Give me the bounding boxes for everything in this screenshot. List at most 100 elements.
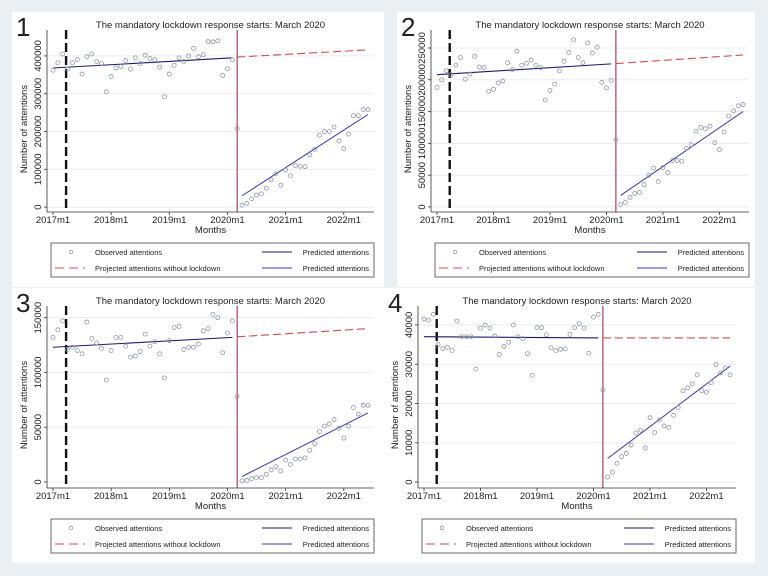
- y-tick-label: 300000: [33, 78, 44, 110]
- y-tick-label: 150000: [33, 302, 44, 334]
- observed-point: [74, 57, 80, 63]
- observed-point: [581, 325, 587, 331]
- observed-point: [84, 319, 90, 325]
- y-tick-label: 200000: [417, 64, 428, 96]
- observed-point: [142, 331, 148, 337]
- observed-point: [594, 44, 600, 50]
- observed-point: [589, 50, 595, 56]
- observed-point: [336, 138, 342, 144]
- observed-point: [613, 137, 619, 142]
- observed-point: [292, 163, 298, 168]
- observed-point: [137, 349, 143, 355]
- observed-point: [191, 344, 196, 350]
- observed-point: [147, 56, 153, 61]
- chart-svg: 3 The mandatory lockdown response starts:…: [16, 288, 375, 554]
- x-tick-label: 2021m1: [268, 215, 302, 226]
- observed-point: [346, 423, 352, 429]
- observed-point: [445, 344, 450, 350]
- observed-point: [553, 348, 559, 353]
- observed-point: [506, 339, 512, 345]
- observed-point: [472, 53, 478, 59]
- projected-line: [237, 328, 369, 338]
- legend-observed-label: Observed attentions: [466, 524, 533, 533]
- observed-point: [128, 354, 133, 360]
- observed-point: [278, 468, 284, 474]
- observed-point: [292, 456, 298, 462]
- observed-point: [491, 86, 496, 92]
- observed-point: [341, 146, 347, 151]
- observed-point: [496, 352, 502, 357]
- observed-point: [609, 469, 615, 475]
- y-tick-label: 200000: [33, 116, 44, 148]
- observed-point: [591, 314, 596, 320]
- legend-predicted-pre-label: Predicted attentions: [303, 248, 370, 257]
- chart-title: The mandatory lockdown response starts: …: [475, 20, 704, 31]
- observed-point: [307, 447, 313, 453]
- observed-point: [651, 165, 656, 171]
- observed-point: [132, 353, 138, 359]
- observed-point: [679, 158, 685, 164]
- observed-point: [454, 318, 460, 324]
- observed-point: [317, 132, 322, 138]
- observed-point: [147, 343, 153, 349]
- observed-point: [225, 66, 230, 72]
- observed-point: [519, 62, 525, 68]
- chart-title: The mandatory lockdown response starts: …: [96, 296, 325, 307]
- x-tick-label: 2020m1: [576, 491, 610, 502]
- x-axis-label: Months: [195, 501, 226, 512]
- observed-point: [195, 54, 201, 60]
- observed-point: [735, 103, 741, 109]
- legend-projected-label: Projected attentions without lockdown: [479, 264, 605, 273]
- observed-point: [487, 325, 493, 331]
- x-tick-label: 2017m1: [420, 215, 454, 226]
- observed-point: [181, 347, 187, 352]
- observed-point: [718, 370, 723, 376]
- x-tick-label: 2020m1: [210, 215, 244, 226]
- observed-point: [528, 57, 534, 63]
- observed-point: [215, 315, 221, 321]
- observed-point: [355, 411, 361, 417]
- observed-point: [258, 475, 264, 480]
- observed-point: [539, 325, 545, 331]
- observed-point: [656, 417, 662, 423]
- observed-point: [234, 394, 240, 399]
- panel-3: 3 The mandatory lockdown response starts:…: [12, 288, 384, 563]
- legend-predicted-post-label: Predicted attentions: [678, 264, 745, 273]
- observed-point: [624, 451, 629, 456]
- observed-point: [580, 60, 586, 66]
- observed-point: [249, 476, 255, 482]
- observed-point: [94, 59, 100, 64]
- observed-point: [576, 321, 582, 327]
- observed-point: [717, 147, 722, 153]
- observed-point: [495, 80, 501, 86]
- observed-point: [542, 97, 548, 103]
- observed-point: [458, 55, 463, 60]
- projected-line: [237, 49, 369, 58]
- legend-observed-marker: [439, 525, 445, 531]
- observed-point: [137, 61, 143, 66]
- y-tick-label: 30000: [404, 351, 415, 377]
- observed-point: [55, 327, 61, 333]
- observed-point: [103, 377, 109, 383]
- observed-point: [439, 77, 445, 83]
- observed-point: [273, 171, 279, 177]
- observed-point: [721, 129, 727, 135]
- observed-point: [268, 467, 274, 473]
- observed-point: [195, 341, 201, 347]
- legend-predicted-post-label: Predicted attentions: [303, 264, 370, 273]
- observed-point: [702, 126, 708, 132]
- observed-point: [444, 68, 449, 74]
- observed-point: [534, 325, 540, 331]
- observed-point: [254, 192, 259, 198]
- y-tick-label: 250000: [417, 32, 428, 64]
- observed-point: [462, 76, 468, 82]
- x-tick-label: 2021m1: [633, 491, 667, 502]
- observed-point: [79, 351, 85, 357]
- observed-point: [50, 334, 56, 340]
- observed-point: [365, 107, 371, 112]
- observed-point: [529, 372, 535, 378]
- observed-point: [481, 65, 487, 71]
- observed-point: [108, 74, 114, 80]
- observed-point: [336, 425, 342, 431]
- observed-point: [660, 165, 666, 170]
